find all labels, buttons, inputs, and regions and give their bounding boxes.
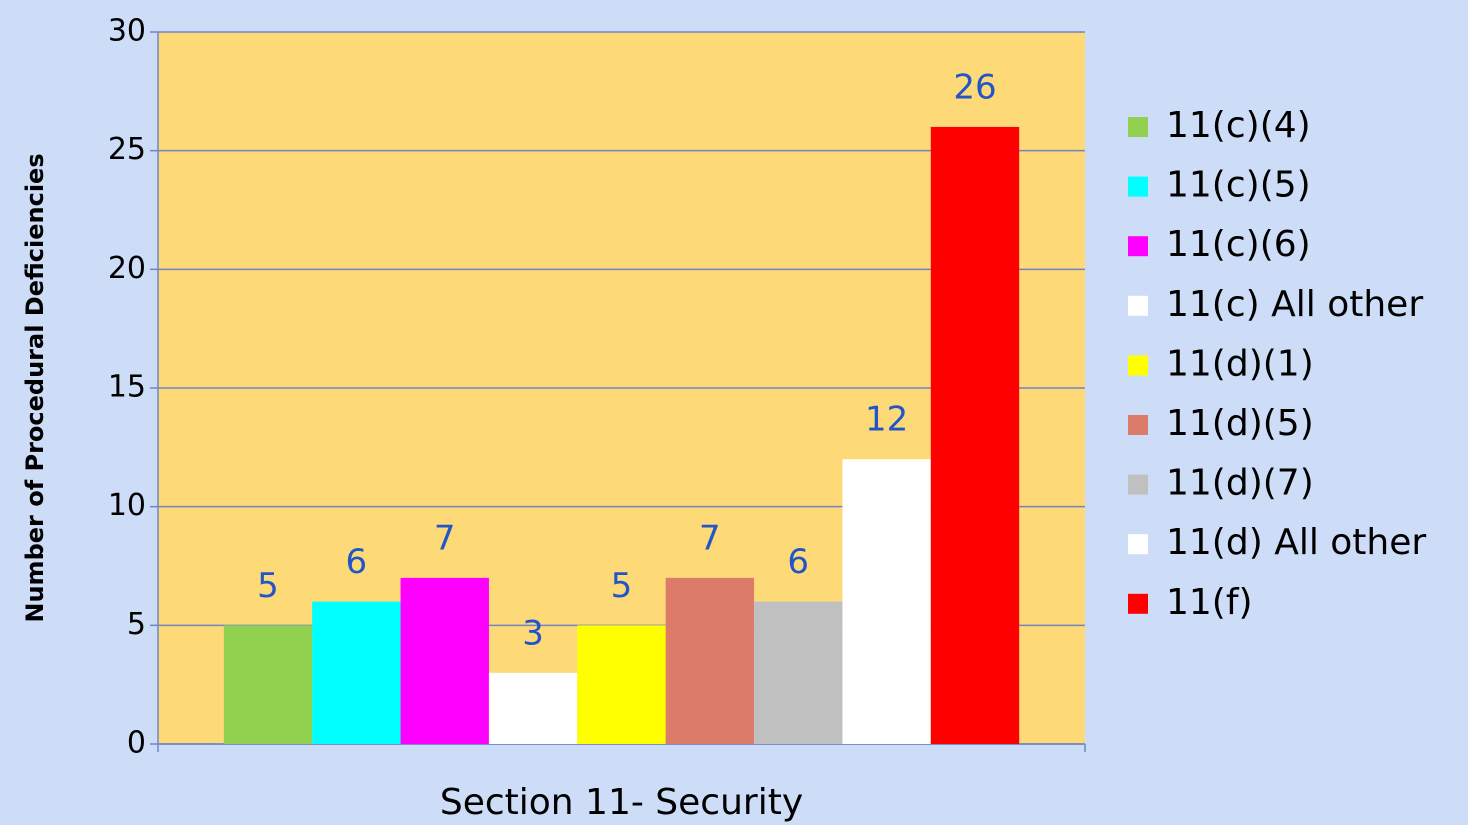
x-tick-label: Section 11- Security <box>440 782 803 823</box>
legend-label: 11(c)(4) <box>1166 105 1311 146</box>
legend-label: 11(d) All other <box>1166 522 1426 563</box>
data-label: 5 <box>257 566 279 606</box>
y-tick-label: 30 <box>108 14 146 49</box>
legend-swatch <box>1128 534 1148 555</box>
y-tick-label: 25 <box>108 132 146 167</box>
y-axis-title: Number of Procedural Deficiencies <box>21 153 49 622</box>
bar <box>488 672 578 744</box>
y-tick-label: 15 <box>108 370 146 405</box>
bar <box>754 601 843 744</box>
legend-label: 11(c) All other <box>1166 284 1423 325</box>
bar <box>577 625 666 744</box>
y-tick-label: 10 <box>108 488 146 523</box>
legend-swatch <box>1128 236 1148 257</box>
data-label: 12 <box>865 400 908 440</box>
legend-label: 11(d)(7) <box>1166 463 1314 504</box>
data-label: 3 <box>522 613 544 653</box>
bar <box>665 577 755 744</box>
legend-label: 11(f) <box>1166 582 1253 623</box>
data-label: 7 <box>699 518 721 558</box>
legend-swatch <box>1128 474 1148 495</box>
bar <box>930 126 1020 744</box>
y-tick-label: 5 <box>127 607 146 642</box>
bar <box>312 601 401 744</box>
bar <box>400 577 489 744</box>
bar <box>842 459 931 744</box>
legend-swatch <box>1128 117 1148 137</box>
data-label: 6 <box>346 542 368 582</box>
data-label: 26 <box>953 67 996 107</box>
y-tick-label: 0 <box>127 726 146 761</box>
bar <box>223 625 313 744</box>
legend-swatch <box>1128 176 1148 197</box>
legend-label: 11(d)(1) <box>1166 343 1314 384</box>
legend-label: 11(c)(5) <box>1166 165 1311 206</box>
legend-swatch <box>1128 593 1148 614</box>
legend-swatch <box>1128 355 1148 376</box>
y-tick-label: 20 <box>108 251 146 286</box>
legend-label: 11(c)(6) <box>1166 224 1311 265</box>
data-label: 5 <box>611 566 633 606</box>
legend-swatch <box>1128 415 1148 435</box>
legend-swatch <box>1128 295 1148 316</box>
legend-label: 11(d)(5) <box>1166 403 1314 444</box>
data-label: 7 <box>434 518 456 558</box>
data-label: 6 <box>787 542 809 582</box>
